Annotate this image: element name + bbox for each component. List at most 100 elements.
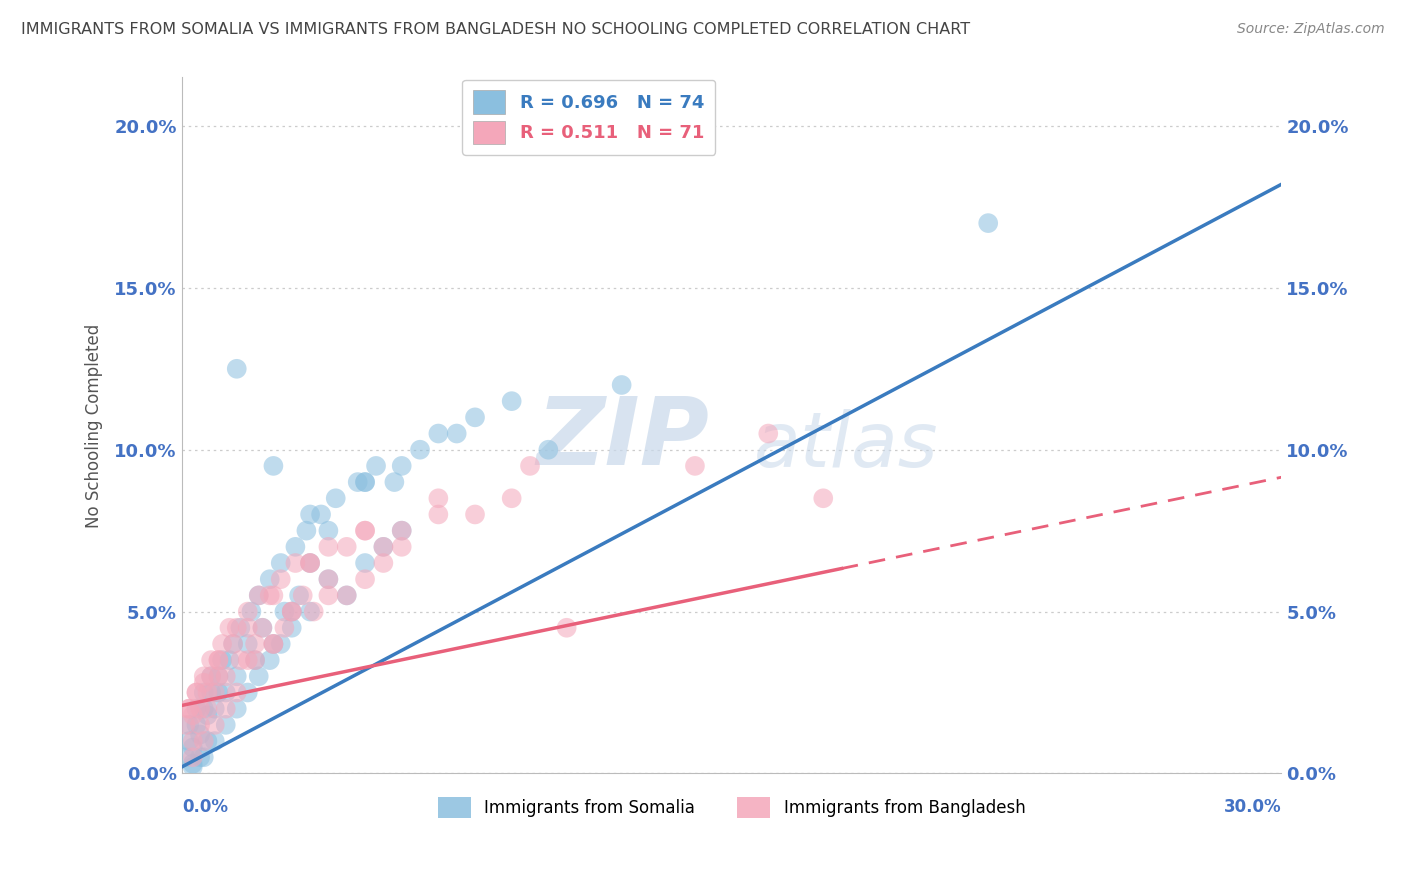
Point xyxy=(204,701,226,715)
Point xyxy=(225,361,247,376)
Point xyxy=(177,718,200,732)
Point xyxy=(259,588,281,602)
Point xyxy=(280,605,302,619)
Text: Source: ZipAtlas.com: Source: ZipAtlas.com xyxy=(1237,22,1385,37)
Point xyxy=(519,458,541,473)
Point xyxy=(215,718,238,732)
Point xyxy=(299,605,322,619)
Point xyxy=(243,637,266,651)
Point xyxy=(273,605,295,619)
Text: 0.0%: 0.0% xyxy=(181,797,228,815)
Point xyxy=(207,669,229,683)
Point xyxy=(262,637,284,651)
Point xyxy=(218,653,240,667)
Point xyxy=(318,524,340,538)
Point xyxy=(186,718,208,732)
Point xyxy=(207,653,229,667)
Point xyxy=(177,701,200,715)
Point xyxy=(373,556,395,570)
Point xyxy=(197,701,219,715)
Point xyxy=(252,621,274,635)
Point xyxy=(302,605,325,619)
Point xyxy=(236,637,259,651)
Point xyxy=(247,588,270,602)
Point xyxy=(240,605,263,619)
Point xyxy=(270,556,292,570)
Point xyxy=(364,458,387,473)
Point xyxy=(299,556,322,570)
Point xyxy=(188,718,211,732)
Point xyxy=(299,556,322,570)
Point xyxy=(193,734,215,748)
Point xyxy=(813,491,835,506)
Point xyxy=(186,685,208,699)
Point xyxy=(181,734,204,748)
Point xyxy=(610,378,633,392)
Point xyxy=(464,410,486,425)
Point xyxy=(555,621,578,635)
Point xyxy=(186,701,208,715)
Point xyxy=(193,701,215,715)
Point xyxy=(222,637,245,651)
Text: 30.0%: 30.0% xyxy=(1223,797,1281,815)
Point xyxy=(225,685,247,699)
Point xyxy=(683,458,706,473)
Point xyxy=(225,621,247,635)
Point xyxy=(200,669,222,683)
Point xyxy=(284,556,307,570)
Point xyxy=(382,475,405,489)
Point xyxy=(336,588,359,602)
Point xyxy=(262,588,284,602)
Point xyxy=(288,588,311,602)
Point xyxy=(295,524,318,538)
Point xyxy=(354,556,377,570)
Point xyxy=(200,685,222,699)
Point xyxy=(280,621,302,635)
Point xyxy=(207,653,229,667)
Point xyxy=(236,621,259,635)
Y-axis label: No Schooling Completed: No Schooling Completed xyxy=(86,323,103,527)
Point xyxy=(181,740,204,755)
Point xyxy=(197,685,219,699)
Point xyxy=(177,734,200,748)
Point xyxy=(247,588,270,602)
Point xyxy=(236,605,259,619)
Point xyxy=(391,524,413,538)
Point xyxy=(373,540,395,554)
Point xyxy=(427,426,450,441)
Point xyxy=(215,701,238,715)
Text: atlas: atlas xyxy=(754,409,938,483)
Point xyxy=(391,458,413,473)
Point xyxy=(236,685,259,699)
Point xyxy=(229,653,252,667)
Point xyxy=(229,621,252,635)
Point xyxy=(427,508,450,522)
Point xyxy=(204,685,226,699)
Point xyxy=(207,685,229,699)
Point xyxy=(193,685,215,699)
Point xyxy=(188,728,211,742)
Text: ZIP: ZIP xyxy=(537,393,710,485)
Point xyxy=(225,669,247,683)
Point xyxy=(222,637,245,651)
Point xyxy=(177,701,200,715)
Point xyxy=(284,540,307,554)
Point xyxy=(225,701,247,715)
Point xyxy=(188,701,211,715)
Point xyxy=(318,588,340,602)
Point xyxy=(188,750,211,764)
Point xyxy=(181,756,204,771)
Point xyxy=(200,669,222,683)
Point xyxy=(262,458,284,473)
Point xyxy=(354,524,377,538)
Point xyxy=(318,572,340,586)
Point xyxy=(318,572,340,586)
Text: IMMIGRANTS FROM SOMALIA VS IMMIGRANTS FROM BANGLADESH NO SCHOOLING COMPLETED COR: IMMIGRANTS FROM SOMALIA VS IMMIGRANTS FR… xyxy=(21,22,970,37)
Point xyxy=(252,621,274,635)
Point xyxy=(197,708,219,723)
Point xyxy=(409,442,432,457)
Point xyxy=(215,685,238,699)
Point xyxy=(299,508,322,522)
Point xyxy=(336,540,359,554)
Point xyxy=(211,637,233,651)
